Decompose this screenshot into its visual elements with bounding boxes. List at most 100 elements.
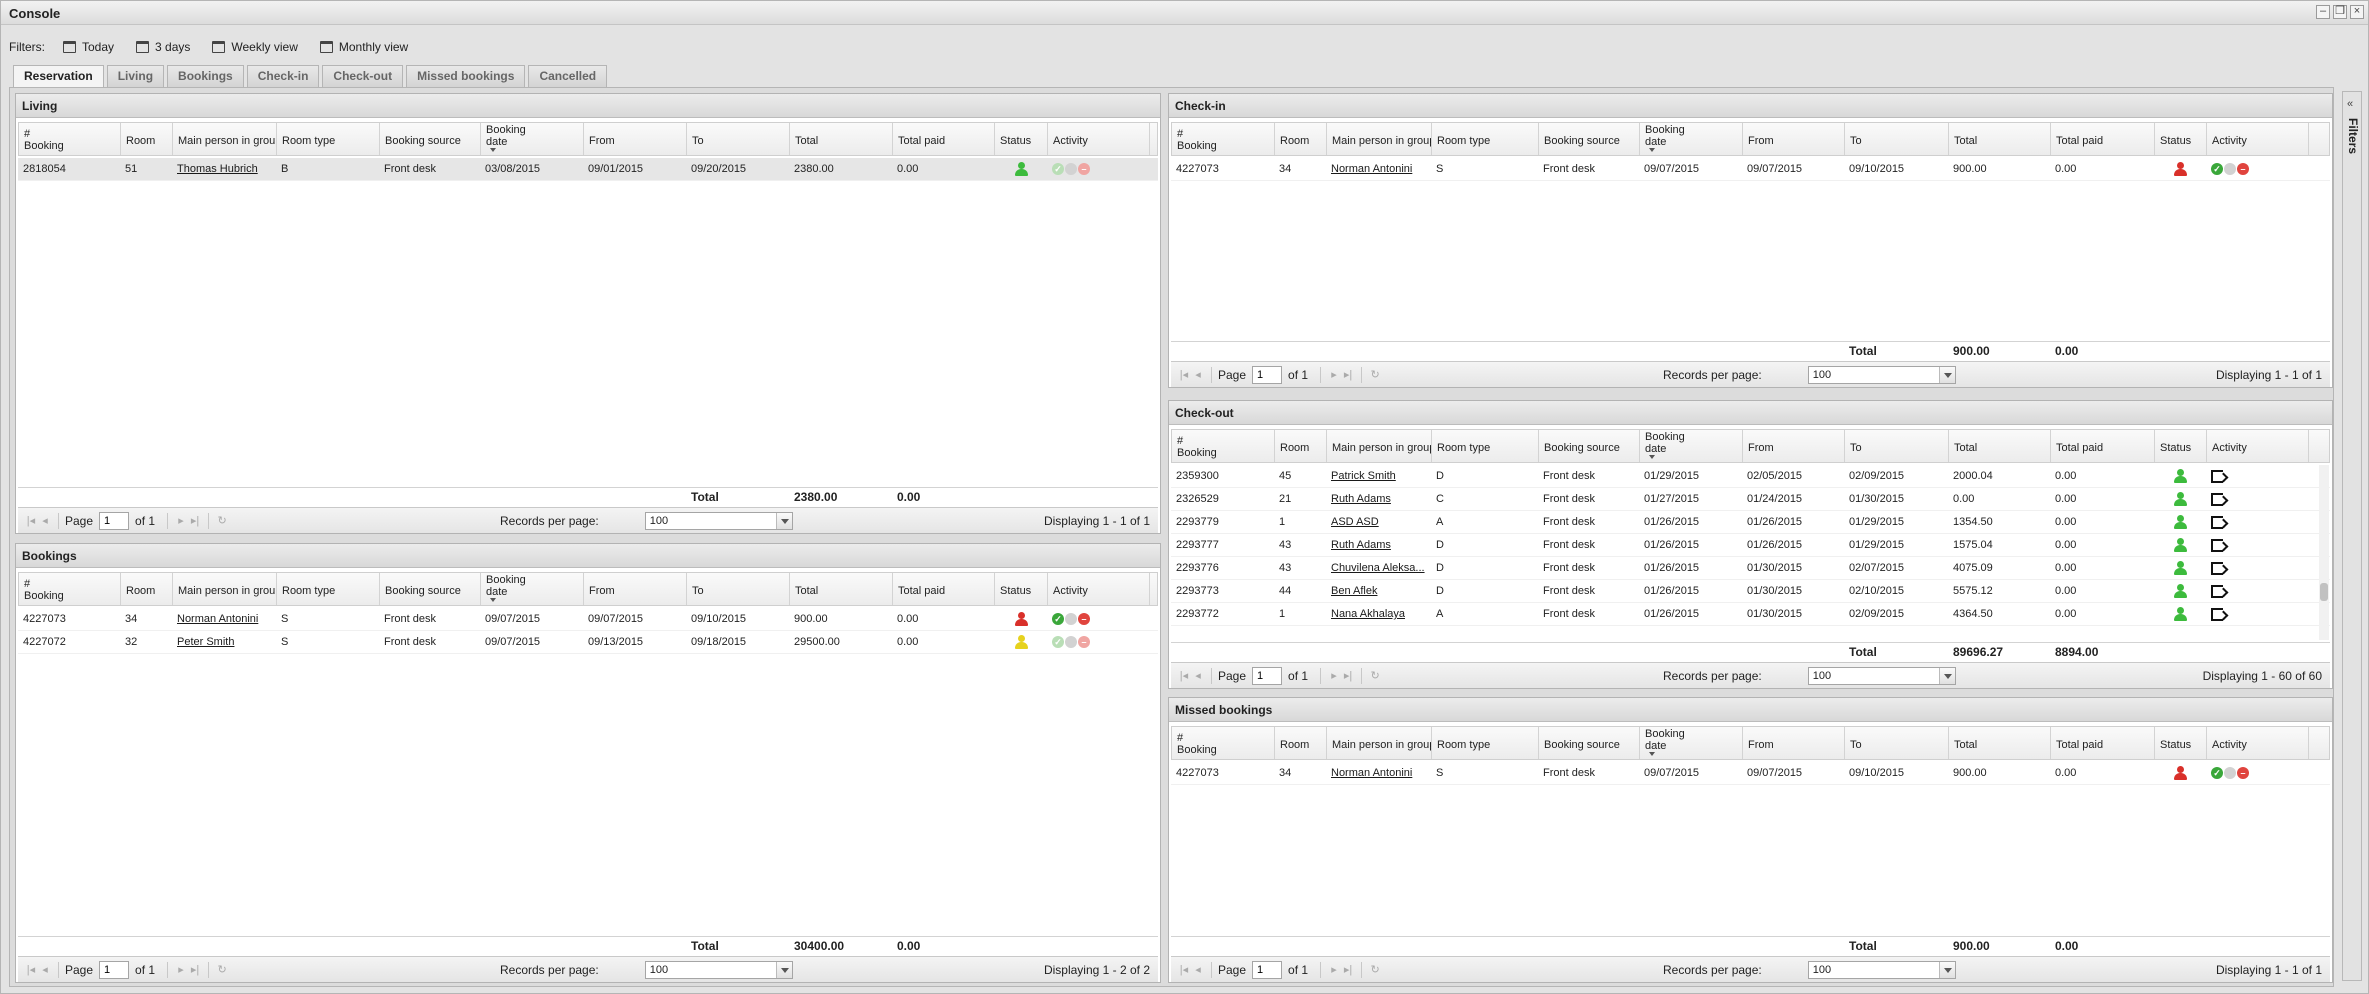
page-number-input[interactable] (1252, 960, 1283, 979)
guest-link[interactable]: Ben Aflek (1331, 585, 1378, 597)
column-header-status[interactable]: Status (2155, 123, 2207, 155)
column-header-activity[interactable]: Activity (2207, 430, 2309, 462)
cancel-icon[interactable]: – (1078, 636, 1090, 649)
table-row[interactable]: 2293772 1 Nana Akhalaya A Front desk 01/26/20… (1171, 603, 2330, 626)
vertical-scrollbar[interactable] (2319, 465, 2329, 640)
table-row[interactable]: 4227072 32 Peter Smith S Front desk 09/07/201… (18, 631, 1158, 654)
column-header-booking[interactable]: # Booking (19, 573, 121, 605)
records-per-page-select[interactable]: 100 (644, 511, 793, 530)
column-header-total[interactable]: Total (790, 123, 893, 155)
restore-icon[interactable]: ❐ (2333, 5, 2347, 19)
last-page-icon[interactable]: ▸| (190, 514, 200, 527)
confirm-icon[interactable]: ✓ (1052, 613, 1064, 626)
checkout-door-icon[interactable] (2211, 561, 2223, 575)
column-header-room[interactable]: Room (1275, 430, 1327, 462)
last-page-icon[interactable]: ▸| (190, 963, 200, 976)
table-row[interactable]: 2293779 1 ASD ASD A Front desk 01/26/2015 01/2… (1171, 511, 2330, 534)
next-page-icon[interactable]: ▸ (1331, 669, 1337, 682)
checkout-door-icon[interactable] (2211, 515, 2223, 529)
expand-chevron-icon[interactable]: « (2347, 98, 2354, 110)
prev-page-icon[interactable]: ◂ (1195, 963, 1201, 976)
page-number-input[interactable] (1252, 365, 1283, 384)
column-header-from[interactable]: From (1743, 727, 1845, 759)
last-page-icon[interactable]: ▸| (1343, 963, 1353, 976)
column-header-booking-source[interactable]: Booking source (1539, 123, 1640, 155)
guest-link[interactable]: Peter Smith (177, 636, 235, 648)
refresh-icon[interactable]: ↻ (1370, 963, 1380, 976)
records-per-page-select[interactable]: 100 (644, 960, 793, 979)
column-header-activity[interactable]: Activity (2207, 727, 2309, 759)
filter-monthly-button[interactable]: Monthly view (316, 38, 412, 56)
guest-link[interactable]: Norman Antonini (1331, 163, 1413, 175)
guest-link[interactable]: ASD ASD (1331, 516, 1379, 528)
column-header-status[interactable]: Status (2155, 727, 2207, 759)
checkout-door-icon[interactable] (2211, 607, 2223, 621)
filters-sidebar[interactable]: « Filters (2342, 91, 2362, 981)
guest-link[interactable]: Norman Antonini (177, 613, 259, 625)
guest-link[interactable]: Ruth Adams (1331, 539, 1391, 551)
refresh-icon[interactable]: ↻ (1370, 368, 1380, 381)
column-header-total[interactable]: Total (1949, 430, 2051, 462)
checkout-door-icon[interactable] (2211, 469, 2223, 483)
guest-link[interactable]: Chuvilena Aleksa... (1331, 562, 1425, 574)
confirm-icon[interactable]: ✓ (1052, 636, 1064, 649)
prev-page-icon[interactable]: ◂ (42, 963, 48, 976)
column-header-room-type[interactable]: Room type (1432, 430, 1539, 462)
records-per-page-select[interactable]: 100 (1807, 666, 1956, 685)
prev-page-icon[interactable]: ◂ (42, 514, 48, 527)
column-header-booking-date[interactable]: Booking date (481, 573, 584, 605)
next-page-icon[interactable]: ▸ (178, 514, 184, 527)
chevron-down-icon[interactable] (1938, 961, 1955, 978)
scrollbar-thumb[interactable] (2320, 583, 2328, 601)
column-header-from[interactable]: From (1743, 123, 1845, 155)
tab-missed-bookings[interactable]: Missed bookings (406, 65, 526, 87)
tab-living[interactable]: Living (106, 65, 165, 87)
next-page-icon[interactable]: ▸ (1331, 963, 1337, 976)
column-header-booking[interactable]: # Booking (1172, 123, 1275, 155)
last-page-icon[interactable]: ▸| (1343, 368, 1353, 381)
table-row[interactable]: 2326529 21 Ruth Adams C Front desk 01/27/2015… (1171, 488, 2330, 511)
minimize-icon[interactable]: – (2316, 5, 2330, 19)
records-per-page-select[interactable]: 100 (1807, 365, 1956, 384)
checkout-door-icon[interactable] (2211, 584, 2223, 598)
column-header-total[interactable]: Total (790, 573, 893, 605)
column-header-main-person[interactable]: Main person in group (1327, 430, 1432, 462)
column-header-room-type[interactable]: Room type (1432, 123, 1539, 155)
close-icon[interactable]: × (2350, 5, 2364, 19)
column-header-main-person[interactable]: Main person in group (1327, 123, 1432, 155)
cancel-icon[interactable]: – (2237, 163, 2249, 176)
tab-check-out[interactable]: Check-out (322, 65, 404, 87)
column-header-room[interactable]: Room (1275, 727, 1327, 759)
confirm-icon[interactable]: ✓ (2211, 767, 2223, 780)
first-page-icon[interactable]: |◂ (1179, 368, 1189, 381)
column-header-room-type[interactable]: Room type (277, 123, 380, 155)
tab-check-in[interactable]: Check-in (246, 65, 320, 87)
table-row[interactable]: 2359300 45 Patrick Smith D Front desk 01/29/2… (1171, 465, 2330, 488)
refresh-icon[interactable]: ↻ (217, 963, 227, 976)
column-header-to[interactable]: To (1845, 727, 1949, 759)
column-header-status[interactable]: Status (2155, 430, 2207, 462)
column-header-booking[interactable]: # Booking (1172, 727, 1275, 759)
next-page-icon[interactable]: ▸ (1331, 368, 1337, 381)
guest-link[interactable]: Nana Akhalaya (1331, 608, 1405, 620)
chevron-down-icon[interactable] (775, 961, 792, 978)
column-header-booking-source[interactable]: Booking source (380, 123, 481, 155)
column-header-activity[interactable]: Activity (2207, 123, 2309, 155)
first-page-icon[interactable]: |◂ (1179, 963, 1189, 976)
guest-link[interactable]: Thomas Hubrich (177, 163, 258, 175)
first-page-icon[interactable]: |◂ (26, 963, 36, 976)
column-header-booking[interactable]: # Booking (1172, 430, 1275, 462)
chevron-down-icon[interactable] (1938, 667, 1955, 684)
column-header-status[interactable]: Status (995, 573, 1048, 605)
tab-reservation[interactable]: Reservation (13, 65, 104, 87)
page-number-input[interactable] (1252, 666, 1283, 685)
column-header-total-paid[interactable]: Total paid (2051, 123, 2155, 155)
column-header-booking-date[interactable]: Booking date (1640, 123, 1743, 155)
column-header-room-type[interactable]: Room type (277, 573, 380, 605)
column-header-main-person[interactable]: Main person in group (173, 573, 277, 605)
chevron-down-icon[interactable] (1938, 366, 1955, 383)
filter-3days-button[interactable]: 3 days (132, 38, 194, 56)
column-header-booking-date[interactable]: Booking date (1640, 430, 1743, 462)
column-header-total-paid[interactable]: Total paid (2051, 727, 2155, 759)
guest-icon[interactable] (2224, 163, 2236, 176)
